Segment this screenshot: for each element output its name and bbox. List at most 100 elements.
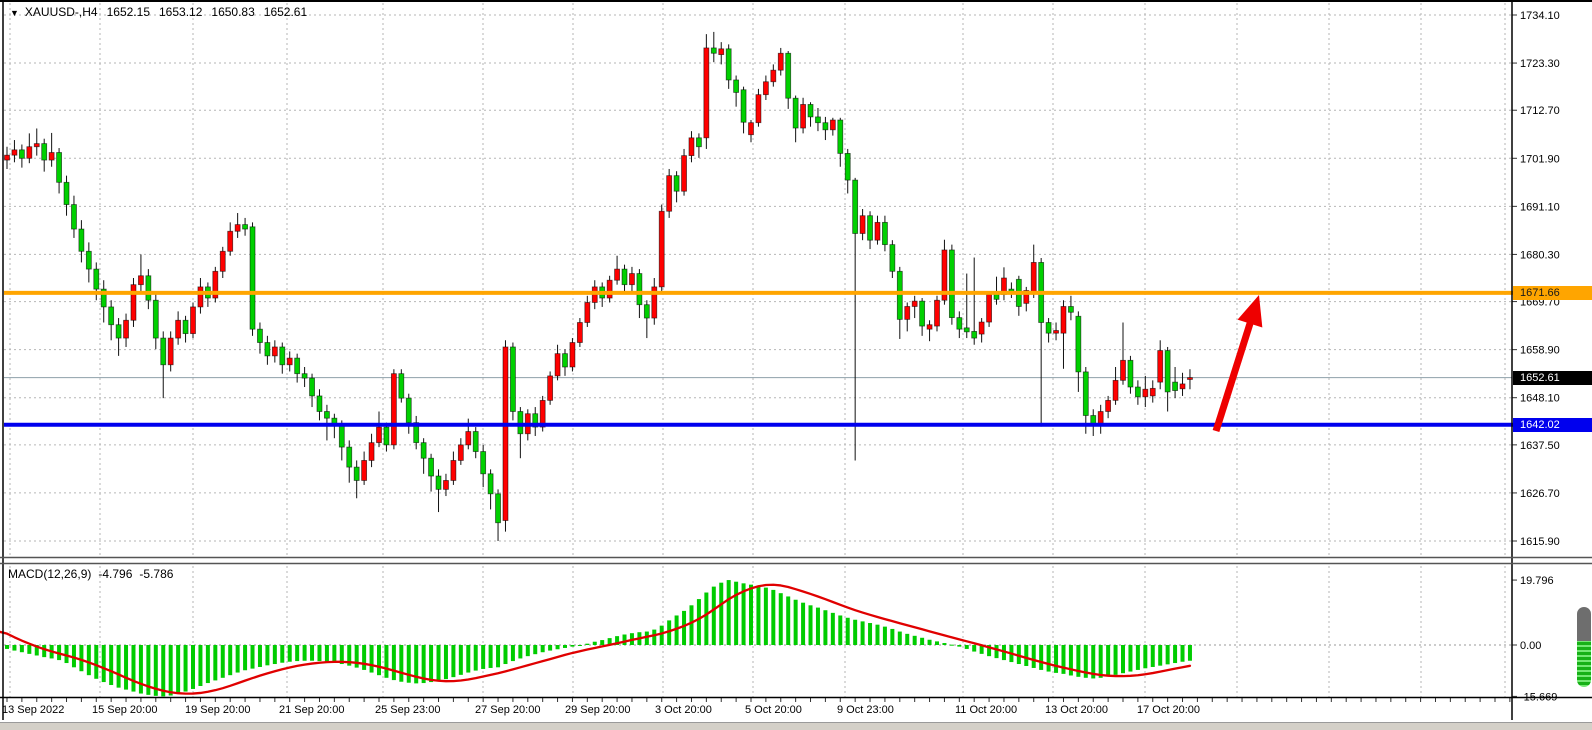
macd-histogram-bar	[362, 645, 367, 670]
macd-histogram-bar	[682, 610, 687, 645]
trend-arrow-head[interactable]	[1237, 295, 1263, 328]
candle-bearish	[1134, 386, 1141, 398]
trend-arrow-shaft[interactable]	[1212, 316, 1256, 433]
macd-histogram-bar	[949, 644, 954, 646]
candle-bearish	[487, 473, 494, 495]
macd-histogram-bar	[12, 645, 17, 651]
macd-histogram-bar	[324, 645, 329, 662]
candle-bearish	[785, 52, 792, 99]
candle-bullish	[755, 94, 762, 124]
macd-histogram-bar	[525, 645, 530, 657]
candle-bearish	[249, 226, 256, 330]
price-axis-label: 1658.90	[1520, 345, 1560, 357]
price-axis-label: 1691.10	[1520, 201, 1560, 213]
price-axis-label: 1712.70	[1520, 105, 1560, 117]
candle-bearish	[316, 395, 323, 412]
candle-bearish	[889, 244, 896, 272]
macd-histogram-bar	[384, 645, 389, 678]
macd-indicator-label: MACD(12,26,9) -4.796 -5.786	[8, 567, 180, 581]
candle-bullish	[1142, 388, 1149, 398]
candle-bullish	[569, 342, 576, 368]
candle-bullish	[502, 346, 509, 521]
macd-histogram-bar	[131, 645, 136, 692]
macd-histogram-bar	[964, 645, 969, 649]
time-axis-label: 13 Oct 20:00	[1045, 704, 1108, 716]
candle-bullish	[681, 155, 687, 192]
candle-bearish	[621, 268, 628, 286]
candle-bullish	[1060, 306, 1067, 334]
resistance-price-badge[interactable]: 1671.66	[1513, 285, 1592, 300]
symbol-timeframe-label: XAUUSD-,H4	[24, 5, 98, 19]
macd-histogram-bar	[563, 645, 567, 648]
macd-histogram-bar	[191, 645, 195, 689]
candle-bearish	[1127, 359, 1134, 388]
macd-histogram-bar	[726, 580, 731, 645]
candle-bullish	[234, 224, 241, 232]
macd-histogram-bar	[1091, 645, 1096, 679]
candle-bearish	[1045, 322, 1052, 334]
macd-histogram-bar	[942, 643, 947, 645]
macd-histogram-bar	[176, 645, 181, 694]
candle-bearish	[948, 249, 955, 319]
macd-histogram-bar	[503, 645, 508, 665]
time-axis-label: 15 Sep 20:00	[92, 704, 157, 716]
macd-histogram-bar	[138, 645, 143, 694]
macd-histogram-bar	[421, 645, 426, 684]
macd-histogram-bar	[548, 645, 553, 651]
macd-histogram-bar	[689, 605, 694, 645]
candle-bearish	[517, 411, 524, 435]
macd-histogram-bar	[1068, 645, 1073, 676]
candle-bearish	[279, 346, 286, 366]
macd-histogram-bar	[905, 633, 910, 645]
time-axis-label: 9 Oct 23:00	[837, 704, 894, 716]
candle-bullish	[770, 69, 777, 83]
macd-histogram-bar	[719, 582, 724, 645]
macd-histogram-bar	[235, 645, 240, 673]
candle-bullish	[1179, 383, 1186, 390]
macd-histogram-bar	[5, 645, 9, 649]
chevron-down-icon[interactable]: ▼	[10, 8, 19, 18]
candle-bearish	[472, 431, 479, 452]
macd-histogram-bar	[577, 645, 582, 646]
macd-histogram-bar	[711, 586, 716, 645]
macd-histogram-bar	[205, 645, 210, 684]
macd-histogram-bar	[414, 645, 419, 684]
macd-histogram-bar	[1113, 645, 1118, 675]
resistance-hline[interactable]	[4, 290, 1588, 295]
macd-histogram-bar	[994, 645, 999, 659]
macd-histogram-bar	[1046, 645, 1051, 672]
candle-bullish	[390, 373, 397, 446]
scrollbar-thumb[interactable]	[1577, 607, 1591, 687]
macd-histogram-bar	[1098, 645, 1103, 678]
macd-histogram-bar	[429, 645, 434, 683]
macd-histogram-bar	[815, 607, 820, 645]
candle-bullish	[271, 346, 278, 357]
candle-bearish	[852, 179, 859, 234]
macd-histogram-bar	[1173, 645, 1178, 664]
candle-bullish	[212, 270, 219, 299]
macd-histogram-bar	[749, 584, 753, 645]
support-hline[interactable]	[4, 422, 1588, 427]
macd-histogram-bar	[615, 636, 620, 645]
macd-histogram-bar	[287, 645, 292, 662]
macd-signal-value: -5.786	[139, 567, 174, 581]
macd-histogram-bar	[853, 619, 858, 645]
macd-histogram-bar	[704, 592, 709, 645]
candle-bearish	[740, 89, 747, 123]
candle-bearish	[398, 373, 405, 399]
macd-histogram-series	[5, 580, 1192, 697]
macd-histogram-bar	[592, 641, 597, 645]
macd-histogram-bar	[1165, 645, 1170, 665]
macd-histogram-bar	[377, 645, 381, 676]
macd-histogram-bar	[34, 645, 39, 656]
macd-histogram-bar	[771, 589, 776, 645]
support-price-badge[interactable]: 1642.02	[1513, 417, 1592, 432]
candle-bullish	[748, 122, 754, 136]
candle-bearish	[710, 47, 717, 54]
time-axis-label: 5 Oct 20:00	[745, 704, 802, 716]
macd-histogram-bar	[607, 638, 612, 645]
macd-name: MACD(12,26,9)	[8, 567, 92, 581]
macd-histogram-bar	[600, 640, 605, 645]
